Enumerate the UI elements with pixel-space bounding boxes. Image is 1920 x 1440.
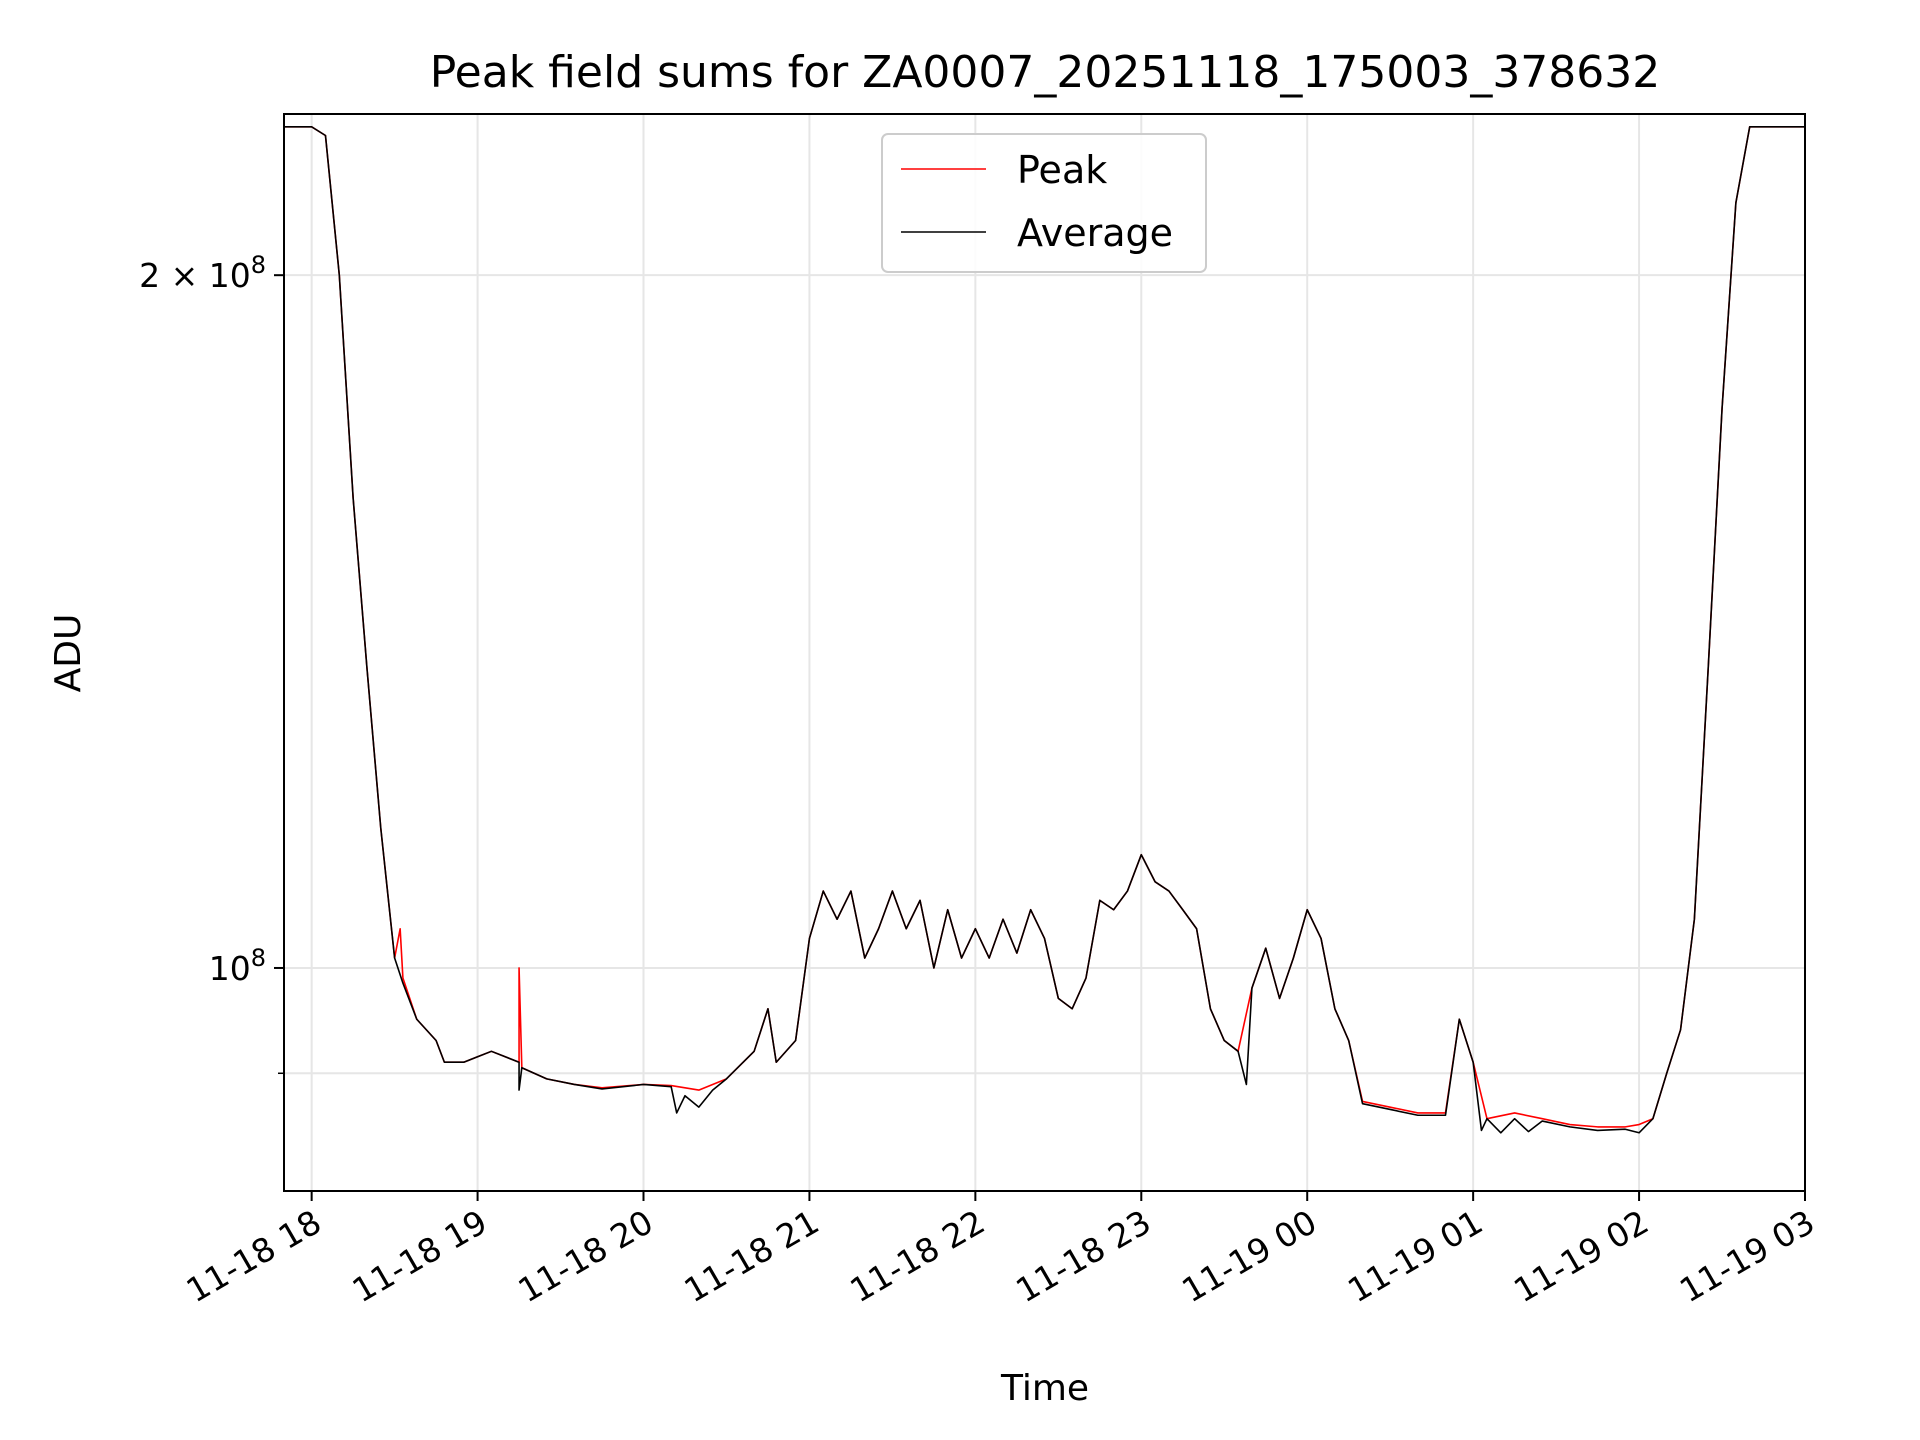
y-axis-label: ADU: [48, 614, 89, 693]
y-axis-ticks: 108 2 × 108: [139, 251, 284, 1075]
legend-label-average: Average: [1017, 211, 1173, 255]
plot-area-frame: [283, 113, 1806, 1192]
legend-label-peak: Peak: [1017, 148, 1107, 192]
y-tick-label: 2 × 108: [139, 251, 266, 295]
y-tick-label: 108: [209, 944, 266, 988]
legend: Peak Average: [881, 133, 1207, 273]
chart-title: Peak field sums for ZA0007_20251118_1750…: [430, 47, 1661, 98]
series-line-average: [284, 126, 1805, 1134]
plot-lines: [284, 126, 1805, 1134]
x-axis-label: Time: [1000, 1368, 1089, 1409]
